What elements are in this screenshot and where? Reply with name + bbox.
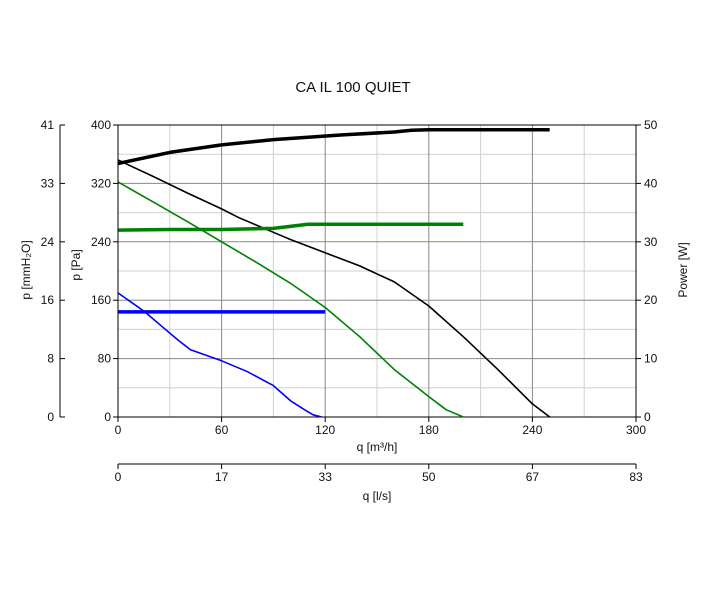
y-power-tick-label: 0 xyxy=(644,410,651,424)
y-power-tick-label: 10 xyxy=(644,352,658,366)
y-mm-tick-label: 16 xyxy=(41,293,55,307)
major-gridlines xyxy=(118,125,636,417)
y-mm-tick-label: 41 xyxy=(41,118,55,132)
pressure-curve-2 xyxy=(117,292,322,418)
series-layer xyxy=(117,127,551,418)
x-tick-label: 120 xyxy=(315,423,335,437)
y-power-tick-label: 50 xyxy=(644,118,658,132)
y-pa-tick-label: 400 xyxy=(91,118,111,132)
y-axis-label-pa: p [Pa] xyxy=(69,249,83,280)
y-axis-label-power: Power [W] xyxy=(676,242,690,297)
x2-tick-label: 83 xyxy=(629,470,643,484)
x2-tick-label: 0 xyxy=(115,470,122,484)
x-axis-label: q [m³/h] xyxy=(357,440,398,454)
chart-title: CA IL 100 QUIET xyxy=(295,79,410,96)
x-tick-label: 300 xyxy=(626,423,646,437)
x2-tick-label: 17 xyxy=(215,470,229,484)
x2-tick-label: 50 xyxy=(422,470,436,484)
y-power-tick-label: 40 xyxy=(644,176,658,190)
x-tick-label: 0 xyxy=(115,423,122,437)
x2-tick-label: 33 xyxy=(319,470,333,484)
pressure-curve-1 xyxy=(117,181,464,418)
y-pa-tick-label: 320 xyxy=(91,176,111,190)
pressure-curve-0 xyxy=(117,159,551,418)
y-mm-tick-label: 24 xyxy=(41,235,55,249)
y-power-tick-label: 30 xyxy=(644,235,658,249)
y-axis-label-mmh2o: p [mmH₂O] xyxy=(19,240,33,299)
x-tick-label: 180 xyxy=(419,423,439,437)
minor-gridlines xyxy=(118,125,636,417)
x-tick-label: 240 xyxy=(522,423,542,437)
power-curve-4 xyxy=(117,222,464,232)
x2-axis-label: q [l/s] xyxy=(363,489,392,503)
y-mm-tick-label: 33 xyxy=(41,176,55,190)
y-pa-tick-label: 80 xyxy=(98,352,112,366)
x2-tick-label: 67 xyxy=(526,470,540,484)
y-power-tick-label: 20 xyxy=(644,293,658,307)
x-tick-label: 60 xyxy=(215,423,229,437)
y-mm-tick-label: 0 xyxy=(47,410,54,424)
power-curve-3 xyxy=(117,127,550,166)
y-pa-tick-label: 160 xyxy=(91,293,111,307)
y-mm-tick-label: 8 xyxy=(47,352,54,366)
y-pa-tick-label: 240 xyxy=(91,235,111,249)
y-pa-tick-label: 0 xyxy=(104,410,111,424)
